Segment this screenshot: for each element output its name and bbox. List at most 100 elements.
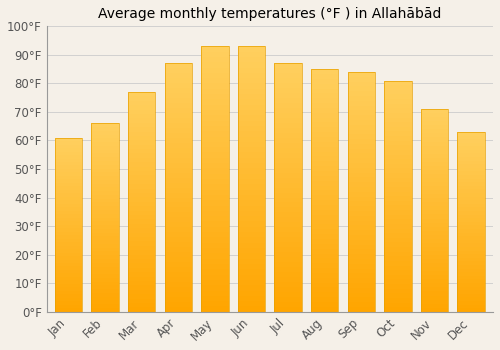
Bar xyxy=(128,123,156,127)
Bar xyxy=(92,282,119,285)
Bar xyxy=(92,297,119,300)
Bar xyxy=(238,211,265,216)
Bar xyxy=(274,247,302,252)
Bar xyxy=(421,133,448,138)
Bar xyxy=(348,225,375,230)
Bar xyxy=(55,183,82,187)
Bar xyxy=(55,253,82,256)
Bar xyxy=(274,103,302,108)
Bar xyxy=(311,84,338,89)
Bar xyxy=(348,220,375,225)
Bar xyxy=(274,237,302,242)
Bar xyxy=(458,197,485,200)
Bar xyxy=(92,131,119,135)
Bar xyxy=(384,90,411,95)
Bar xyxy=(274,272,302,277)
Bar xyxy=(55,298,82,301)
Bar xyxy=(274,188,302,193)
Bar xyxy=(128,250,156,254)
Bar xyxy=(55,277,82,280)
Bar xyxy=(201,174,228,179)
Bar xyxy=(384,210,411,215)
Bar xyxy=(458,236,485,240)
Bar xyxy=(238,147,265,153)
Bar xyxy=(238,184,265,190)
Bar xyxy=(238,232,265,237)
Bar xyxy=(274,232,302,237)
Bar xyxy=(55,232,82,235)
Bar xyxy=(128,219,156,224)
Bar xyxy=(128,285,156,290)
Bar xyxy=(311,171,338,176)
Bar xyxy=(55,246,82,249)
Bar xyxy=(201,222,228,227)
Bar xyxy=(164,267,192,272)
Bar xyxy=(274,212,302,217)
Bar xyxy=(421,215,448,218)
Bar xyxy=(55,200,82,204)
Bar xyxy=(201,179,228,184)
Bar xyxy=(55,221,82,225)
Bar xyxy=(164,148,192,153)
Bar xyxy=(384,275,411,279)
Bar xyxy=(458,240,485,243)
Bar xyxy=(238,280,265,285)
Bar xyxy=(164,272,192,277)
Bar xyxy=(274,302,302,307)
Bar xyxy=(55,218,82,221)
Bar xyxy=(458,154,485,157)
Bar xyxy=(128,136,156,140)
Bar xyxy=(128,162,156,167)
Bar xyxy=(274,93,302,98)
Bar xyxy=(92,285,119,289)
Bar xyxy=(55,287,82,291)
Bar xyxy=(384,215,411,219)
Bar xyxy=(92,150,119,154)
Bar xyxy=(348,86,375,91)
Bar xyxy=(458,294,485,298)
Bar xyxy=(274,242,302,247)
Bar xyxy=(238,68,265,73)
Bar xyxy=(55,259,82,263)
Bar xyxy=(164,208,192,212)
Bar xyxy=(128,281,156,285)
Bar xyxy=(274,113,302,118)
Bar xyxy=(164,262,192,267)
Bar xyxy=(384,256,411,261)
Bar xyxy=(421,109,448,113)
Bar xyxy=(201,51,228,57)
Bar xyxy=(458,168,485,172)
Bar xyxy=(128,206,156,211)
Bar xyxy=(201,46,228,312)
Bar xyxy=(458,186,485,189)
Bar xyxy=(384,261,411,266)
Bar xyxy=(238,248,265,253)
Bar xyxy=(458,247,485,251)
Bar xyxy=(384,94,411,99)
Bar xyxy=(348,293,375,297)
Bar xyxy=(164,113,192,118)
Bar xyxy=(164,74,192,78)
Bar xyxy=(384,293,411,298)
Bar xyxy=(128,254,156,259)
Bar xyxy=(238,243,265,248)
Bar xyxy=(164,78,192,83)
Bar xyxy=(128,246,156,250)
Bar xyxy=(238,121,265,126)
Bar xyxy=(384,141,411,145)
Bar xyxy=(55,197,82,200)
Bar xyxy=(201,301,228,307)
Bar xyxy=(238,83,265,89)
Bar xyxy=(55,180,82,183)
Bar xyxy=(238,269,265,275)
Bar xyxy=(92,251,119,255)
Bar xyxy=(348,245,375,250)
Bar xyxy=(421,263,448,267)
Bar xyxy=(458,301,485,304)
Bar xyxy=(128,307,156,312)
Bar xyxy=(201,158,228,163)
Bar xyxy=(55,242,82,246)
Bar xyxy=(128,140,156,145)
Bar xyxy=(384,150,411,154)
Bar xyxy=(201,237,228,243)
